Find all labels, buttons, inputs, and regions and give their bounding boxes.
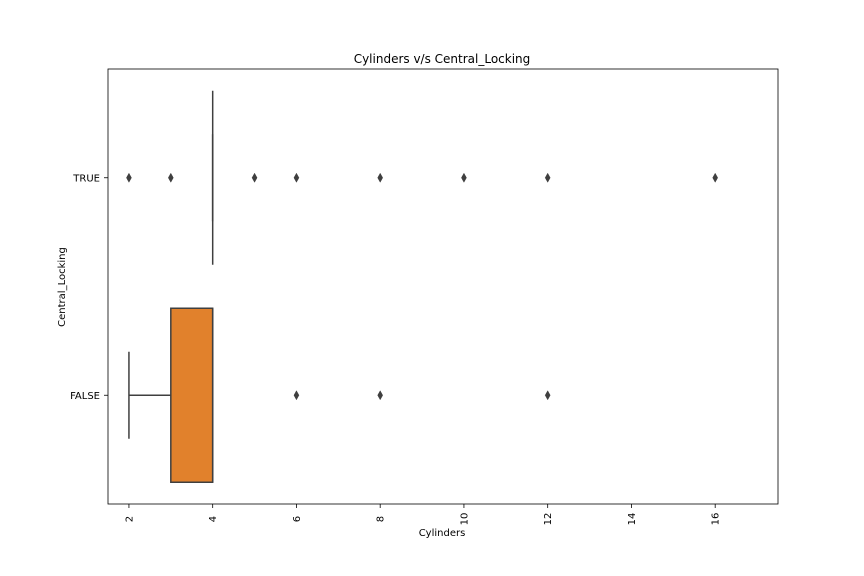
y-tick-label-false: FALSE: [70, 391, 100, 402]
x-axis-title: Cylinders: [419, 528, 466, 539]
outlier-point-false: [377, 390, 383, 401]
x-tick-label: 2: [124, 516, 135, 522]
outlier-point-true: [126, 172, 132, 183]
x-tick-label: 12: [543, 513, 554, 526]
y-axis: TRUE FALSE: [70, 173, 108, 402]
outlier-point-true: [461, 172, 467, 183]
y-axis-title: Central_Locking: [57, 247, 68, 327]
x-tick-label: 4: [208, 516, 219, 522]
outlier-point-true: [168, 172, 174, 183]
chart-title: Cylinders v/s Central_Locking: [354, 52, 531, 66]
outlier-point-false: [293, 390, 300, 401]
outlier-point-true: [712, 172, 718, 183]
x-axis: 2 4 6 8 10 12 14 16: [124, 504, 722, 526]
x-tick-label: 6: [292, 516, 303, 522]
box-group: [128, 90, 214, 483]
outlier-point-true: [251, 172, 258, 183]
outlier-point-true: [293, 172, 300, 183]
x-tick-label: 14: [627, 513, 638, 526]
x-tick-label: 16: [711, 513, 722, 526]
x-tick-label: 10: [459, 513, 470, 526]
x-tick-label: 8: [376, 516, 387, 522]
outlier-point-true: [377, 172, 383, 183]
box-false: [170, 307, 214, 483]
outlier-point-false: [544, 390, 551, 401]
outlier-point-true: [544, 172, 551, 183]
y-tick-label-true: TRUE: [72, 173, 100, 184]
plot-frame: [107, 68, 779, 505]
outlier-group: [126, 172, 718, 401]
